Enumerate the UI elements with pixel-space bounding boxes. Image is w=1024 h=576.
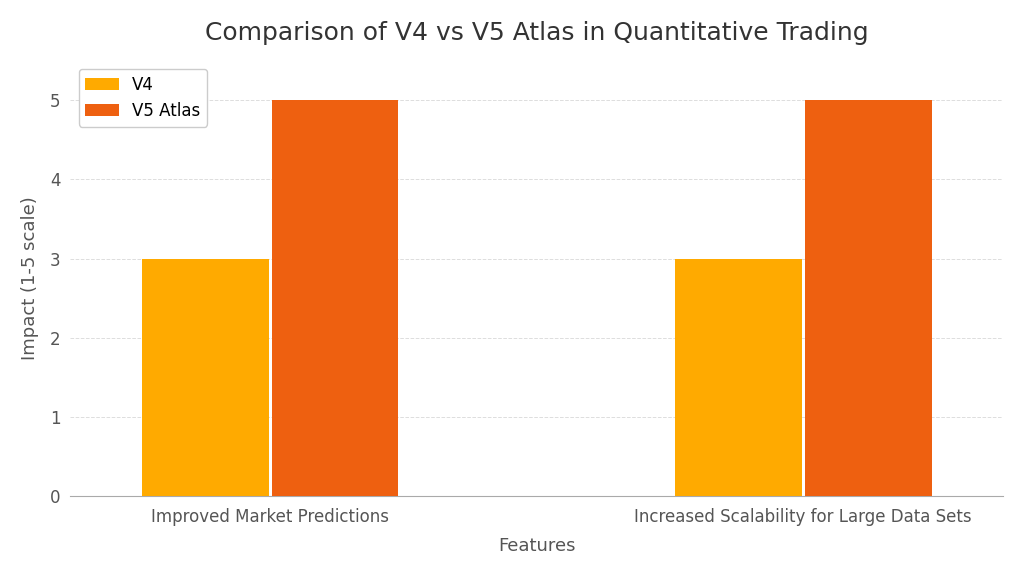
X-axis label: Features: Features bbox=[498, 537, 575, 555]
Title: Comparison of V4 vs V5 Atlas in Quantitative Trading: Comparison of V4 vs V5 Atlas in Quantita… bbox=[205, 21, 868, 45]
Bar bbox=[675, 259, 802, 497]
Bar bbox=[271, 100, 398, 497]
Bar bbox=[142, 259, 268, 497]
Bar bbox=[805, 100, 932, 497]
Legend: V4, V5 Atlas: V4, V5 Atlas bbox=[79, 69, 207, 127]
Y-axis label: Impact (1-5 scale): Impact (1-5 scale) bbox=[20, 196, 39, 361]
